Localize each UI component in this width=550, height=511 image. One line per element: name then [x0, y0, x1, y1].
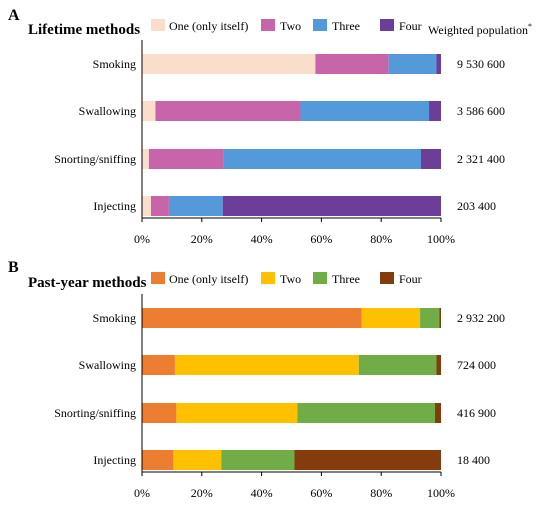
legend-label: Two: [280, 19, 301, 33]
bar-segment: [435, 403, 441, 423]
legend-swatch: [151, 19, 165, 31]
population-header-footnote-marker: *: [528, 22, 532, 31]
bar-segment: [142, 54, 316, 74]
x-tick-label: 20%: [191, 486, 213, 500]
bar-segment: [297, 403, 436, 423]
population-value: 18 400: [457, 453, 490, 467]
population-value: 3 586 600: [457, 104, 505, 118]
bar-segment: [142, 450, 174, 470]
x-tick-label: 100%: [427, 486, 455, 500]
population-value: 2 321 400: [457, 152, 505, 166]
bar-segment: [142, 355, 175, 375]
bar-segment: [361, 308, 421, 328]
legend-label: Three: [332, 19, 360, 33]
bar-segment: [174, 355, 359, 375]
category-label: Injecting: [93, 453, 136, 467]
bar-segment: [155, 101, 301, 121]
legend-swatch: [151, 272, 165, 284]
x-tick-label: 80%: [370, 486, 392, 500]
chart-panel-a: A Lifetime methods One (only itself) Two Thr…: [8, 7, 532, 246]
chart-legend: One (only itself) Two Three Four: [151, 272, 422, 286]
legend-swatch: [313, 272, 327, 284]
bar-segment: [142, 308, 362, 328]
chart-title: Lifetime methods: [28, 22, 140, 38]
panel-letter: A: [8, 7, 20, 24]
bar-segment: [150, 196, 169, 216]
bar-segment: [358, 355, 437, 375]
x-tick-label: 0%: [134, 486, 150, 500]
chart-title: Past-year methods: [28, 275, 147, 291]
category-label: Snorting/sniffing: [54, 152, 136, 166]
legend-label: Four: [399, 272, 422, 286]
bar-segment: [420, 149, 441, 169]
legend-label: Two: [280, 272, 301, 286]
x-tick-label: 40%: [251, 486, 273, 500]
bar-segment: [436, 54, 441, 74]
bar-segment: [429, 101, 441, 121]
bar-segment: [148, 149, 224, 169]
x-tick-label: 80%: [370, 232, 392, 246]
population-value: 9 530 600: [457, 57, 505, 71]
category-label: Swallowing: [79, 358, 136, 372]
category-label: Smoking: [93, 311, 136, 325]
category-label: Swallowing: [79, 104, 136, 118]
category-label: Snorting/sniffing: [54, 406, 136, 420]
legend-label: Three: [332, 272, 360, 286]
x-tick-label: 60%: [310, 486, 332, 500]
category-label: Injecting: [93, 199, 136, 213]
x-tick-label: 60%: [310, 232, 332, 246]
legend-swatch: [313, 19, 327, 31]
x-tick-label: 20%: [191, 232, 213, 246]
legend-label: One (only itself): [169, 19, 248, 33]
bar-segment: [420, 308, 440, 328]
category-label: Smoking: [93, 57, 136, 71]
bar-segment: [176, 403, 298, 423]
bar-segment: [222, 196, 441, 216]
chart-panel-b: B Past-year methods One (only itself) Two Th…: [8, 259, 505, 500]
population-value: 2 932 200: [457, 311, 505, 325]
bar-segment: [300, 101, 430, 121]
legend-label: One (only itself): [169, 272, 248, 286]
population-header: Weighted population*: [428, 22, 532, 37]
bar-segment: [388, 54, 437, 74]
population-header-text: Weighted population: [428, 23, 528, 37]
legend-swatch: [380, 272, 394, 284]
legend-label: Four: [399, 19, 422, 33]
population-value: 203 400: [457, 199, 496, 213]
bar-segment: [436, 355, 441, 375]
bar-segment: [221, 450, 295, 470]
bar-segment: [294, 450, 441, 470]
x-tick-label: 100%: [427, 232, 455, 246]
population-value: 724 000: [457, 358, 496, 372]
bar-segment: [223, 149, 421, 169]
bar-segment: [439, 308, 441, 328]
x-tick-label: 0%: [134, 232, 150, 246]
x-tick-label: 40%: [251, 232, 273, 246]
bar-segment: [168, 196, 223, 216]
bar-segment: [173, 450, 222, 470]
bar-segment: [315, 54, 389, 74]
bar-segment: [142, 101, 156, 121]
bar-segment: [142, 403, 177, 423]
chart-legend: One (only itself) Two Three Four: [151, 19, 422, 33]
panel-letter: B: [8, 259, 19, 276]
bar-segment: [142, 149, 149, 169]
legend-swatch: [261, 272, 275, 284]
legend-swatch: [261, 19, 275, 31]
legend-swatch: [380, 19, 394, 31]
bar-segment: [142, 196, 151, 216]
population-value: 416 900: [457, 406, 496, 420]
